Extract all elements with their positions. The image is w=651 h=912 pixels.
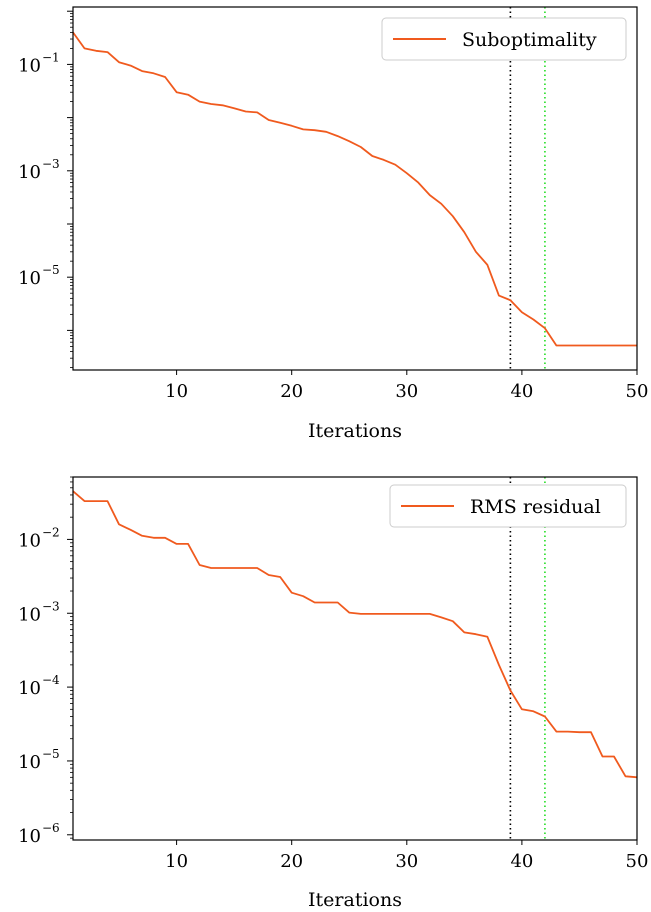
legend-label-suboptimality: Suboptimality <box>462 29 597 51</box>
x-axis-1: 10 20 30 40 50 <box>165 370 648 402</box>
x-tick-label: 20 <box>280 851 303 872</box>
y-tick-label: 10 <box>18 55 41 76</box>
y-tick-label: 10 <box>18 678 41 699</box>
y-tick-exponent: −3 <box>42 599 60 613</box>
x-tick-label: 10 <box>165 851 188 872</box>
y-tick-exponent: −5 <box>42 263 60 277</box>
y-tick-label: 10 <box>18 162 41 183</box>
y-tick-label: 10 <box>18 530 41 551</box>
x-tick-label: 30 <box>395 381 418 402</box>
y-axis-2: 10−210−310−410−510−6 <box>18 476 73 847</box>
x-tick-label: 30 <box>395 851 418 872</box>
x-tick-label: 40 <box>510 381 533 402</box>
y-tick-exponent: −4 <box>42 673 60 687</box>
series-line-1 <box>72 31 637 347</box>
y-tick-exponent: −2 <box>42 525 60 539</box>
legend-label-rms-residual: RMS residual <box>470 496 601 518</box>
legend-box-2 <box>389 484 627 528</box>
x-axis-label-2: Iterations <box>308 889 402 911</box>
y-axis-1: 10−110−310−5 <box>18 10 73 368</box>
x-axis-2: 10 20 30 40 50 <box>165 840 648 872</box>
y-tick-exponent: −6 <box>42 821 60 835</box>
y-tick-label: 10 <box>18 752 41 773</box>
y-tick-label: 10 <box>18 268 41 289</box>
y-tick-exponent: −3 <box>42 157 60 171</box>
axes-frame-2 <box>72 476 638 841</box>
y-tick-label: 10 <box>18 604 41 625</box>
series-line-2 <box>72 490 638 779</box>
y-tick-exponent: −1 <box>42 50 60 64</box>
y-tick-exponent: −5 <box>42 747 60 761</box>
x-tick-label: 40 <box>510 851 533 872</box>
x-axis-label-1: Iterations <box>308 420 402 442</box>
y-tick-label: 10 <box>18 826 41 847</box>
x-tick-label: 20 <box>280 381 303 402</box>
legend-2: RMS residual <box>389 484 627 528</box>
chart-panel-1: 10 20 30 40 50 10−110−310−5 Iterations Subop… <box>18 6 648 442</box>
axes-frame-1 <box>72 6 638 371</box>
chart-panel-2: 10 20 30 40 50 10−210−310−410−510−6 Iteratio… <box>18 476 648 911</box>
plot-area-2 <box>72 477 638 840</box>
plot-area-1 <box>72 7 637 370</box>
x-tick-label: 10 <box>165 381 188 402</box>
x-tick-label: 50 <box>626 381 649 402</box>
x-tick-label: 50 <box>626 851 649 872</box>
legend-1: Suboptimality <box>381 17 627 61</box>
legend-box-1 <box>381 17 627 61</box>
